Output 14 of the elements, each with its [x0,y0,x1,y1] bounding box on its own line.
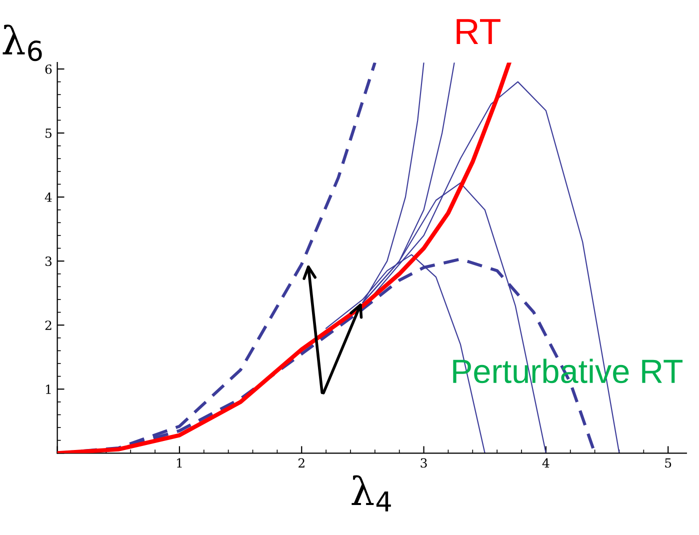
x-tick-label: 3 [420,458,427,468]
y-axis-title: λ$_{6}$ [2,24,42,62]
y-tick-label: 4 [44,192,52,202]
y-tick-label: 1 [46,384,51,394]
y-tick-label: 2 [45,320,52,330]
series-label: RT [456,19,500,44]
x-tick-label: 4 [542,458,550,468]
x-tick-label: 2 [298,458,304,468]
x-tick-label: 5 [665,458,672,468]
y-tick-label: 5 [46,128,52,138]
x-tick-label: 1 [177,458,182,468]
y-tick-label: 3 [45,256,52,266]
y-tick-label: 6 [45,64,52,74]
x-axis-title: λ$_{4}$ [352,475,391,512]
